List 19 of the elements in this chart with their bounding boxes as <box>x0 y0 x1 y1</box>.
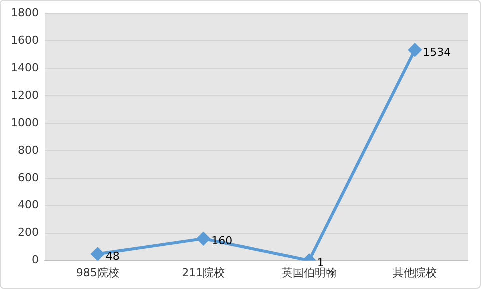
point <box>197 232 210 246</box>
y-tick-label: 200 <box>18 226 39 240</box>
y-tick-label: 400 <box>18 198 39 212</box>
y-tick-label: 0 <box>32 254 39 267</box>
data-label: 1534 <box>423 46 452 59</box>
x-tick-label: 211院校 <box>182 266 226 280</box>
y-tick-label: 1000 <box>10 116 39 130</box>
x-tick-label: 985院校 <box>76 266 120 280</box>
point <box>408 44 422 57</box>
y-tick-label: 600 <box>18 171 39 184</box>
y-tick-label: 1600 <box>10 34 39 47</box>
data-label: 48 <box>106 250 120 264</box>
point <box>91 248 104 261</box>
x-tick-label: 英国伯明翰 <box>282 266 337 280</box>
x-tick-label: 其他院校 <box>393 266 438 280</box>
y-tick-label: 1800 <box>10 6 39 20</box>
y-tick-label: 800 <box>18 144 39 157</box>
y-tick-label: 1200 <box>10 88 39 102</box>
y-tick-label: 1400 <box>10 61 39 74</box>
